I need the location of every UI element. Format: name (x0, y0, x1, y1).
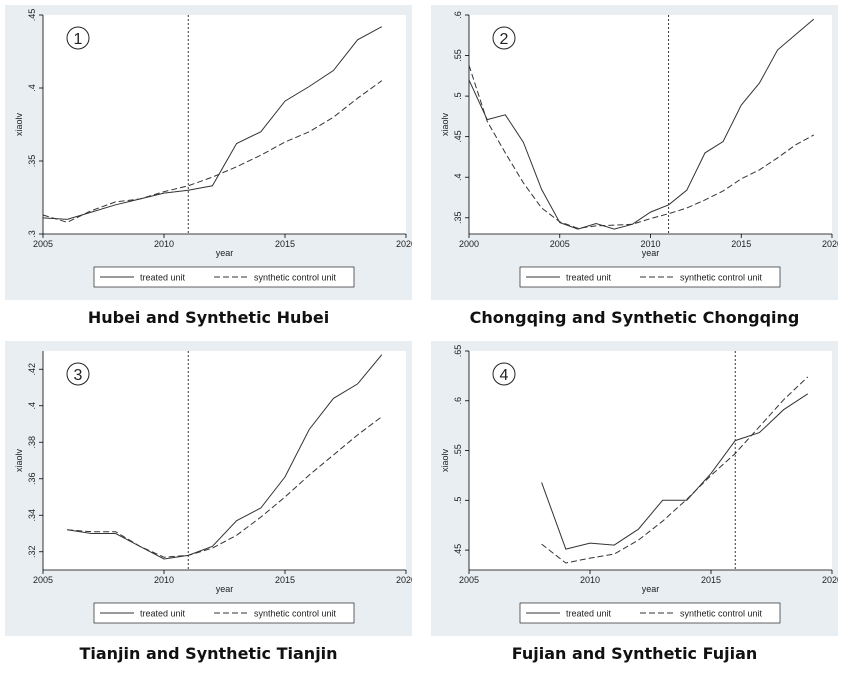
y-tick-label: .5 (453, 497, 463, 505)
legend-label-treated: treated unit (566, 273, 612, 283)
y-axis-title: xiaolv (14, 448, 24, 472)
series-line-treated (468, 18, 815, 230)
y-tick-label: .5 (453, 92, 463, 100)
x-tick-label: 2015 (275, 575, 295, 585)
legend-label-synthetic: synthetic control unit (680, 273, 763, 283)
x-tick-label: 2020 (822, 575, 838, 585)
legend-label-treated: treated unit (140, 609, 186, 619)
y-tick-label: .6 (453, 397, 463, 405)
plot-area (43, 351, 406, 570)
panel-number-circle (66, 362, 90, 386)
panel-number-circle (492, 362, 516, 386)
y-tick-label: .55 (453, 444, 463, 457)
chart-caption-1: Hubei and Synthetic Hubei (87, 308, 330, 327)
y-tick-label: .4 (27, 84, 37, 92)
chart-caption-2: Chongqing and Synthetic Chongqing (469, 308, 800, 327)
plot-area (469, 15, 832, 234)
chart-panel-4: .45 .5 .55 .6 .65 2005 2010 2015 2020 year xiaolv 4… (431, 341, 838, 636)
legend-label-treated: treated unit (566, 609, 612, 619)
y-tick-label: .55 (453, 49, 463, 62)
y-tick-label: .4 (453, 173, 463, 181)
chart-svg-4: .45 .5 .55 .6 .65 2005 2010 2015 2020 year xiaolv 4… (431, 341, 838, 636)
x-tick-label: 2020 (396, 239, 412, 249)
panel-number-circle (492, 26, 516, 50)
panel-number-circle (66, 26, 90, 50)
x-axis-title: year (642, 584, 660, 594)
y-tick-label: .6 (453, 11, 463, 19)
chart-panel-2: .35 .4 .45 .5 .55 .6 2000 2005 2010 2015 2020 year x… (431, 5, 838, 300)
x-tick-label: 2005 (33, 239, 53, 249)
panel-number: 1 (74, 31, 83, 48)
chart-caption-4: Fujian and Synthetic Fujian (511, 644, 758, 663)
y-tick-label: .34 (27, 509, 37, 522)
panel-number: 3 (74, 367, 83, 384)
x-tick-label: 2005 (550, 239, 570, 249)
x-axis-title: year (642, 248, 660, 258)
legend-label-synthetic: synthetic control unit (680, 609, 763, 619)
series-line-synthetic-control (468, 65, 815, 229)
x-tick-label: 2015 (275, 239, 295, 249)
x-tick-label: 2005 (33, 575, 53, 585)
plot-area (469, 351, 832, 570)
x-tick-label: 2020 (396, 575, 412, 585)
legend-label-synthetic: synthetic control unit (254, 273, 337, 283)
series-line-synthetic-control (67, 416, 383, 558)
series-line-treated (42, 26, 383, 220)
y-tick-label: .36 (27, 472, 37, 485)
y-tick-label: .38 (27, 436, 37, 449)
x-tick-label: 2000 (459, 239, 479, 249)
chart-svg-2: .35 .4 .45 .5 .55 .6 2000 2005 2010 2015 2020 year x… (431, 5, 838, 300)
chart-svg-1: .3 .35 .4 .45 2005 2010 2015 2020 year xiaolv 1 tre… (5, 5, 412, 300)
x-tick-label: 2015 (731, 239, 751, 249)
y-tick-label: .32 (27, 545, 37, 558)
x-tick-label: 2010 (640, 239, 660, 249)
chart-caption-3: Tianjin and Synthetic Tianjin (79, 644, 338, 663)
y-tick-label: .3 (27, 230, 37, 238)
plot-area (43, 15, 406, 234)
series-line-synthetic-control (541, 376, 809, 564)
x-tick-label: 2010 (154, 575, 174, 585)
legend-label-treated: treated unit (140, 273, 186, 283)
x-axis-title: year (216, 248, 234, 258)
y-tick-label: .45 (453, 130, 463, 143)
panel-number: 4 (500, 367, 509, 384)
x-tick-label: 2015 (701, 575, 721, 585)
panel-number: 2 (500, 31, 509, 48)
chart-panel-3: .32 .34 .36 .38 .4 .42 2005 2010 2015 2020 year xia… (5, 341, 412, 636)
y-axis-title: xiaolv (440, 112, 450, 136)
legend-label-synthetic: synthetic control unit (254, 609, 337, 619)
x-tick-label: 2020 (822, 239, 838, 249)
y-tick-label: .42 (27, 363, 37, 376)
y-axis-title: xiaolv (14, 112, 24, 136)
x-axis-title: year (216, 584, 234, 594)
y-axis-title: xiaolv (440, 448, 450, 472)
y-tick-label: .45 (453, 544, 463, 557)
y-tick-label: .4 (27, 402, 37, 410)
series-line-treated (541, 393, 809, 550)
x-tick-label: 2010 (154, 239, 174, 249)
y-tick-label: .35 (453, 212, 463, 225)
x-tick-label: 2005 (459, 575, 479, 585)
series-line-treated (67, 354, 383, 560)
x-tick-label: 2010 (580, 575, 600, 585)
chart-panel-1: .3 .35 .4 .45 2005 2010 2015 2020 year xiaolv 1 tre… (5, 5, 412, 300)
chart-svg-3: .32 .34 .36 .38 .4 .42 2005 2010 2015 2020 year xia… (5, 341, 412, 636)
y-tick-label: .65 (453, 345, 463, 358)
y-tick-label: .35 (27, 155, 37, 168)
y-tick-label: .45 (27, 9, 37, 22)
